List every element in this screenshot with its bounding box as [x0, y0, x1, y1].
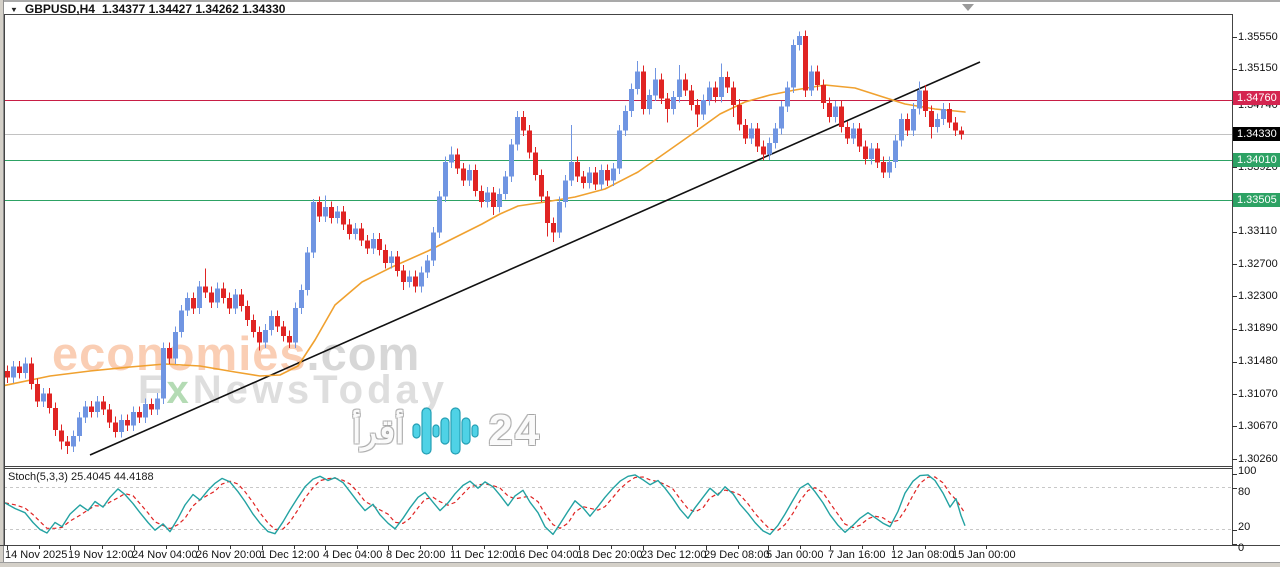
stoch-scale-label: 20: [1238, 521, 1251, 533]
time-axis-label: 16 Dec 04:00: [513, 549, 579, 561]
time-axis-label: 7 Jan 16:00: [828, 549, 886, 561]
time-axis-label: 18 Dec 20:00: [577, 549, 643, 561]
price-tick-label: 1.32700: [1238, 257, 1278, 270]
price-tag-current-price-line: 1.34330: [1233, 127, 1280, 142]
stoch-scale-label: 0: [1238, 542, 1245, 554]
time-axis-label: 14 Nov 2025: [5, 549, 68, 561]
price-tick-label: 1.33110: [1238, 225, 1277, 238]
time-axis-label: 11 Dec 12:00: [450, 549, 515, 561]
stochastic-d-value: 44.4188: [113, 471, 154, 483]
time-axis-label: 23 Dec 12:00: [641, 549, 707, 561]
symbol-title: GBPUSD,H4: [24, 2, 95, 16]
time-axis-label: 26 Nov 20:00: [196, 549, 262, 561]
time-axis-label: 15 Jan 00:00: [952, 549, 1016, 561]
time-axis-label: 19 Nov 12:00: [68, 549, 134, 561]
time-axis-label: 29 Dec 08:00: [704, 549, 770, 561]
price-tick-label: 1.31890: [1238, 322, 1278, 335]
chart-header: ▼ GBPUSD,H4 1.34377 1.34427 1.34262 1.34…: [10, 2, 286, 16]
price-tick-label: 1.32300: [1238, 289, 1278, 302]
stochastic-k-value: 25.4045: [70, 471, 111, 483]
window-top-edge: [0, 0, 1280, 2]
price-tick-label: 1.30670: [1238, 419, 1278, 432]
price-tick-label: 1.35150: [1238, 62, 1278, 75]
stochastic-indicator-label: Stoch(5,3,3) 25.4045 44.4188: [8, 471, 154, 483]
price-tag-support-line: 1.34010: [1233, 152, 1280, 167]
stoch-scale-label: 80: [1238, 486, 1251, 498]
time-axis-label: 4 Dec 04:00: [323, 549, 383, 561]
price-tick-label: 1.35550: [1238, 30, 1278, 43]
time-axis-label: 24 Nov 04:00: [132, 549, 198, 561]
time-axis-label: 12 Jan 08:00: [891, 549, 955, 561]
price-tag-support-line: 1.33505: [1233, 193, 1280, 208]
price-tick-label: 1.31480: [1238, 355, 1278, 368]
symbol-dropdown-icon[interactable]: ▼: [10, 4, 18, 14]
time-axis-label: 1 Dec 12:00: [260, 549, 320, 561]
time-axis-label: 5 Jan 00:00: [766, 549, 824, 561]
price-tick-label: 1.31070: [1238, 387, 1278, 400]
time-axis-label: 8 Dec 20:00: [386, 549, 446, 561]
stoch-scale-label: 100: [1238, 465, 1257, 477]
ohlc-readout: 1.34377 1.34427 1.34262 1.34330: [101, 2, 286, 16]
window-left-edge: [0, 0, 4, 567]
chart-shift-marker-icon[interactable]: [962, 4, 974, 11]
price-tick-label: 1.30260: [1238, 452, 1278, 465]
price-tag-resistance-line: 1.34760: [1233, 91, 1280, 106]
window-bottom-edge: [0, 562, 1280, 567]
